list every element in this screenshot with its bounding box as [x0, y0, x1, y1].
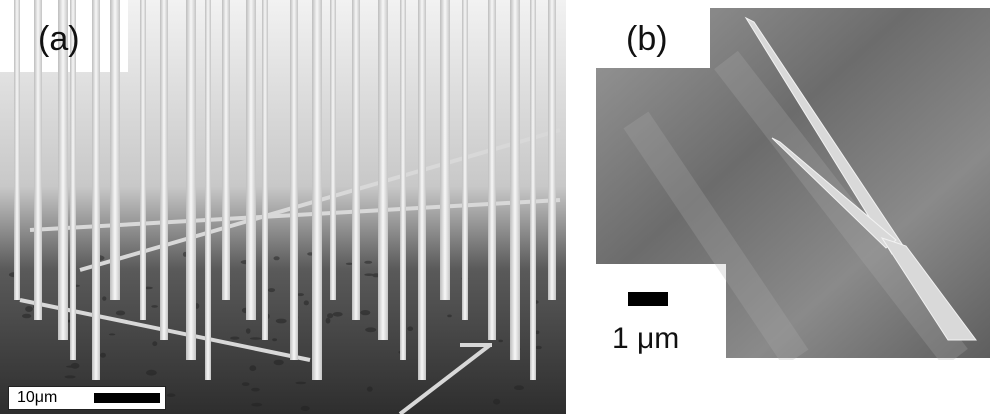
nanowire	[510, 0, 520, 360]
nanowire	[418, 0, 426, 380]
panel-a-scale-bar: 10μm	[8, 386, 166, 410]
nanowire	[110, 0, 120, 300]
panel-b-scale-text: 1 μm	[612, 322, 680, 355]
nanowire	[92, 0, 100, 380]
nanowire	[462, 0, 468, 320]
nanowire	[222, 0, 230, 300]
panel-a-image	[0, 0, 566, 414]
nanowire	[312, 0, 322, 380]
panel-a-scale-text: 10μm	[17, 389, 58, 406]
nanowire	[330, 0, 336, 300]
nanowire	[140, 0, 146, 320]
nanowire	[262, 0, 268, 340]
nanowire	[205, 0, 211, 380]
nanowire	[70, 0, 76, 360]
branched-nanowire-icon	[596, 8, 990, 360]
nanowire	[378, 0, 388, 340]
nanowire	[352, 0, 360, 320]
nanowire	[34, 0, 42, 320]
panel-a-label: (a)	[38, 20, 80, 58]
nanowire	[530, 0, 536, 380]
nanowire	[14, 0, 20, 300]
nanowire	[290, 0, 298, 360]
nanowire	[488, 0, 496, 340]
nanowire	[440, 0, 450, 300]
nanowire	[58, 0, 68, 340]
nanowire	[246, 0, 256, 320]
scale-bar-icon	[94, 393, 160, 403]
panel-b-scale-bar	[628, 292, 668, 306]
panel-b-label: (b)	[626, 20, 668, 58]
nanowire	[400, 0, 406, 360]
nanowire-array-icon	[0, 0, 566, 414]
nanowire	[160, 0, 168, 340]
nanowire	[186, 0, 196, 360]
nanowire	[548, 0, 556, 300]
panel-b-image	[596, 0, 990, 360]
